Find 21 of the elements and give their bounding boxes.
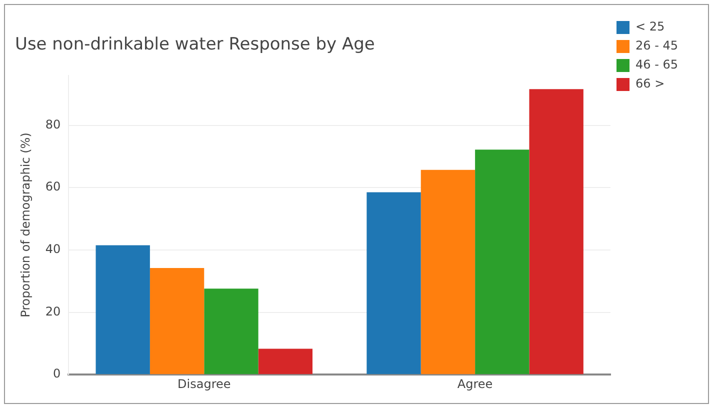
bar [366,192,421,374]
legend-label: < 25 [636,20,665,34]
x-tick-label: Disagree [178,376,231,391]
y-axis-title: Proportion of demographic (%) [18,132,32,318]
legend-label: 46 - 65 [636,58,678,72]
bar [150,268,204,374]
y-tick-label: 60 [45,180,61,194]
legend-label: 66 > [636,76,665,91]
legend-label: 26 - 45 [636,38,678,53]
bar [475,150,530,374]
y-tick-label: 40 [45,242,61,256]
bar [204,288,258,374]
x-tick-label: Agree [457,376,493,391]
bar [529,89,584,374]
y-tick-label: 80 [45,117,61,132]
bar [420,170,476,374]
y-tick-label: 0 [53,366,61,381]
y-tick-label: 20 [45,304,61,318]
chart-title: Use non-drinkable water Response by Age [15,34,375,55]
bar [258,348,312,374]
bar [96,245,150,374]
